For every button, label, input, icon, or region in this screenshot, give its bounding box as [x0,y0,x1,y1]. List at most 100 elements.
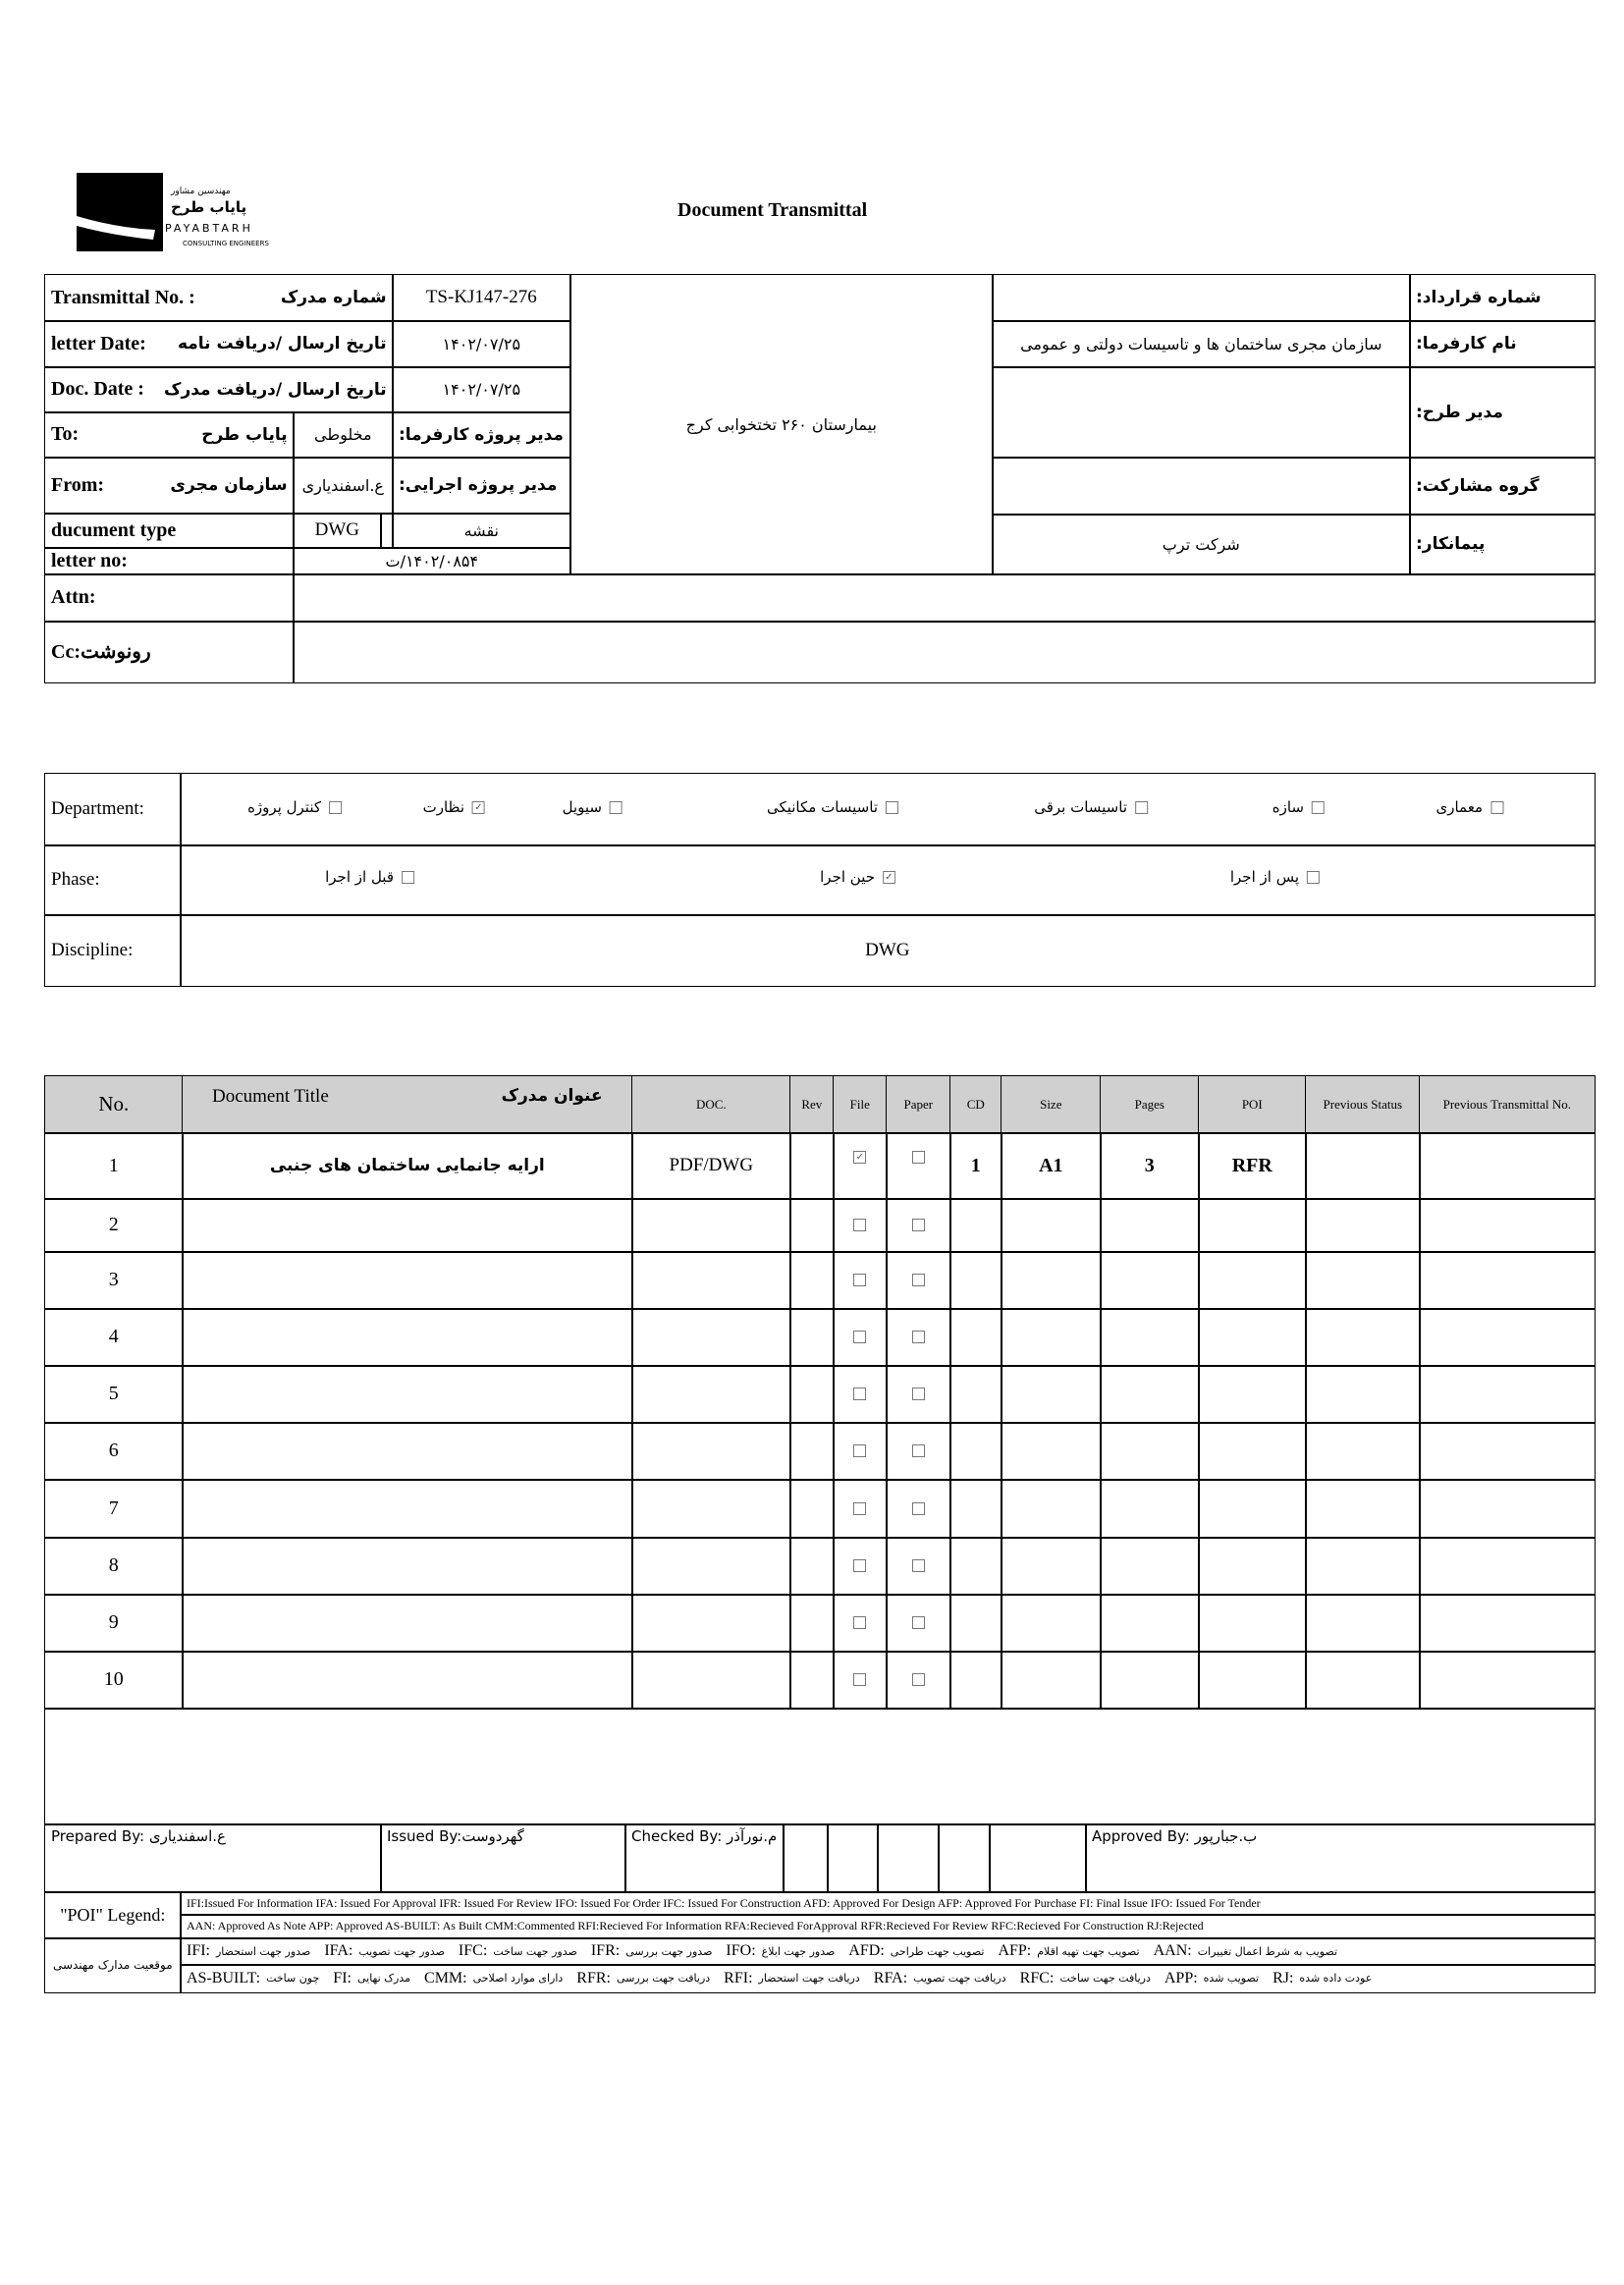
legend-item: AFP: تصویب جهت تهیه اقلام [998,1942,1139,1960]
attn-value [293,573,1596,623]
paper-checkbox[interactable] [911,1151,925,1164]
legend-code: IFO: [726,1942,756,1960]
row-title [182,1365,633,1424]
paper-checkbox[interactable] [911,1219,925,1232]
paper-checkbox[interactable] [911,1673,925,1687]
row-pages [1100,1537,1200,1596]
transmittal-no-label-label-en: Transmittal No. : [51,286,195,308]
file-checkbox[interactable]: ✓ [853,1151,867,1164]
prepared-by: Prepared By: ع.اسفندیاری [44,1823,382,1893]
letter-date-value: ۱۴۰۲/۰۷/۲۵ [392,320,571,368]
department-option[interactable]: سازه [1272,798,1325,816]
department-option[interactable]: تاسیسات برقی [1034,798,1148,816]
file-checkbox[interactable] [853,1219,867,1232]
exec-pm-value: ع.اسفندیاری [293,457,394,515]
file-checkbox[interactable] [853,1444,867,1458]
header-file: File [833,1075,888,1134]
checkbox[interactable] [329,800,342,814]
file-checkbox[interactable] [853,1559,867,1573]
department-option[interactable]: معماری [1436,798,1503,816]
legend-code: RFC: [1019,1969,1055,1986]
cc-label: Cc:رونوشت [44,621,295,683]
file-checkbox[interactable] [853,1387,867,1401]
row-prev-transmittal [1419,1537,1596,1596]
checkbox[interactable] [1312,800,1325,814]
row-rev [789,1251,835,1310]
legend-item: RFC: دریافت جهت ساخت [1020,1970,1151,1987]
department-option[interactable]: نظارت ✓ [423,798,485,816]
row-prev-status [1305,1479,1421,1539]
checkbox[interactable]: ✓ [883,870,895,884]
legend-item: RFR: دریافت جهت بررسی [576,1970,710,1987]
file-checkbox[interactable] [853,1616,867,1630]
header-title-fa: عنوان مدرک [501,1086,603,1106]
paper-checkbox[interactable] [911,1444,925,1458]
department-option[interactable]: کنترل پروژه [247,798,342,816]
row-file-cell [833,1479,888,1539]
row-rev [789,1198,835,1253]
row-rev [789,1651,835,1710]
department-option[interactable]: سیویل [563,798,623,816]
row-doc [631,1308,791,1367]
doc-date-label: Doc. Date : تاریخ ارسال /دریافت مدرک [44,366,394,413]
phase-option-label: پس از اجرا [1229,868,1299,886]
row-prev-status [1305,1651,1421,1710]
header-poi: POI [1198,1075,1307,1134]
file-checkbox[interactable] [853,1673,867,1687]
department-option[interactable]: تاسیسات مکانیکی [767,798,898,816]
checkbox[interactable]: ✓ [472,800,485,814]
file-checkbox[interactable] [853,1274,867,1287]
partnership-label: گروه مشارکت: [1409,457,1596,516]
paper-checkbox[interactable] [911,1559,925,1573]
row-rev [789,1132,835,1200]
row-size [1001,1479,1102,1539]
phase-option[interactable]: حین اجرا ✓ [820,868,895,886]
contractor-label: پیمانکار: [1409,514,1596,575]
paper-checkbox[interactable] [911,1274,925,1287]
legend-desc: دریافت جهت تصویب [913,1972,1006,1986]
paper-checkbox[interactable] [911,1501,925,1515]
paper-checkbox[interactable] [911,1616,925,1630]
phase-option-label: قبل از اجرا [325,868,394,886]
row-size: A1 [1001,1132,1102,1200]
file-checkbox[interactable] [853,1331,867,1344]
checkbox[interactable] [1490,800,1503,814]
legend-desc: دارای موارد اصلاحی [472,1972,564,1986]
phase-option[interactable]: قبل از اجرا [325,868,414,886]
row-poi [1198,1651,1307,1710]
row-cd [949,1594,1002,1653]
checkbox[interactable] [886,800,898,814]
row-rev [789,1422,835,1481]
row-paper-cell [886,1365,951,1424]
phase-option[interactable]: پس از اجرا [1230,868,1320,886]
legend-item: RJ: عودت داده شده [1272,1970,1372,1987]
signature-blank [989,1823,1087,1893]
row-title [182,1198,633,1253]
page-title: Document Transmittal [677,199,868,221]
partnership-value [992,457,1411,516]
checkbox[interactable] [610,800,623,814]
discipline-label: Discipline: [44,914,182,987]
row-size [1001,1537,1102,1596]
paper-checkbox[interactable] [911,1387,925,1401]
row-rev [789,1479,835,1539]
checkbox[interactable] [402,870,414,884]
checkbox[interactable] [1135,800,1148,814]
checkbox[interactable] [1307,870,1320,884]
legend-code: AFP: [998,1942,1032,1960]
file-checkbox[interactable] [853,1501,867,1515]
paper-checkbox[interactable] [911,1331,925,1344]
header-pages: Pages [1100,1075,1200,1134]
legend-code: IFC: [458,1942,488,1960]
header-prev-status: Previous Status [1305,1075,1421,1134]
legend-code: IFI: [187,1942,210,1960]
doc-type-fa: نقشه [392,513,571,549]
row-prev-transmittal [1419,1308,1596,1367]
row-poi [1198,1537,1307,1596]
row-no: 5 [44,1365,184,1424]
legend-desc: مدرک نهایی [356,1972,411,1986]
row-cd [949,1251,1002,1310]
row-title [182,1422,633,1481]
row-doc: PDF/DWG [631,1132,791,1200]
fa-legend-fa-row2: AS-BUILT: چون ساخت FI: مدرک نهایی CMM: دارای … [180,1964,1596,1993]
